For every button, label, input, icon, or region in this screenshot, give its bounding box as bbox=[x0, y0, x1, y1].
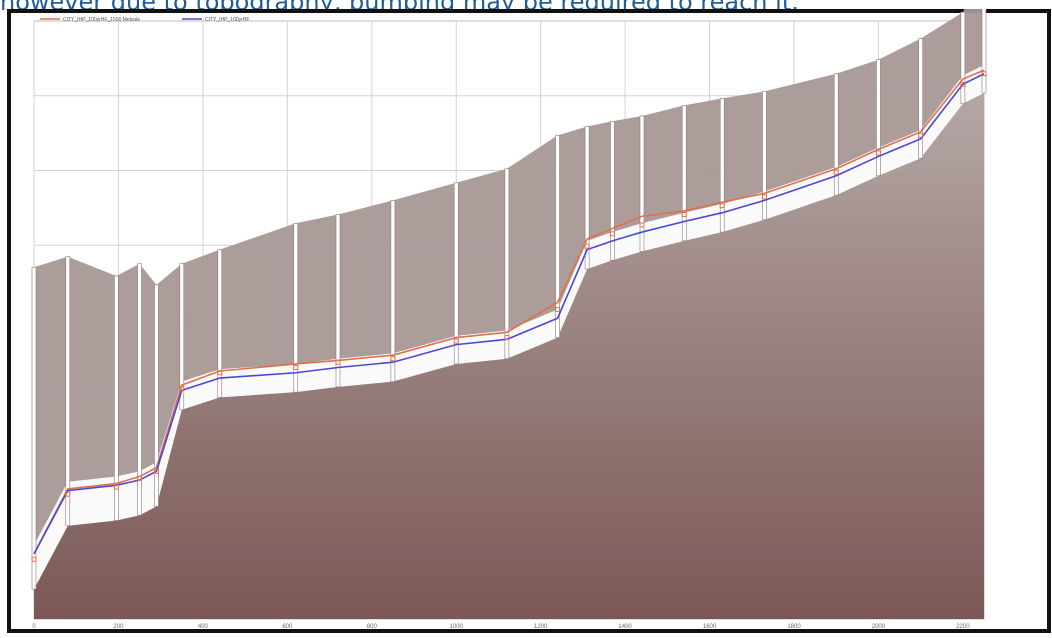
manhole-structure bbox=[719, 98, 725, 233]
structures-layer bbox=[31, 0, 987, 590]
series-1-marker bbox=[960, 81, 966, 87]
manhole-structure bbox=[390, 200, 396, 382]
manhole-structure bbox=[762, 91, 767, 221]
series-1-marker bbox=[293, 364, 299, 370]
series-1-marker bbox=[918, 132, 924, 138]
x-tick-label: 1400 bbox=[618, 624, 632, 630]
series-1-marker bbox=[875, 150, 881, 156]
x-tick-labels: 0 200 400 600 800 1000 1200 1400 1600 1800 2000 220… bbox=[32, 624, 970, 630]
series-line-1 bbox=[33, 69, 985, 555]
series-1-marker bbox=[555, 306, 561, 312]
legend-label-2: CITY_IHP_100yrHF bbox=[205, 17, 249, 23]
manhole-structure bbox=[960, 11, 966, 104]
manhole-structure bbox=[293, 222, 299, 393]
manhole-structure bbox=[555, 135, 560, 338]
x-tick-label: 1800 bbox=[787, 624, 801, 630]
manhole-structure bbox=[335, 214, 341, 388]
manhole-structure bbox=[217, 249, 223, 398]
manhole-structure bbox=[31, 266, 37, 590]
manhole-structure bbox=[584, 126, 590, 270]
legend: CITY_IHP_100yrHF_1500 Melvale CITY_IHP_1… bbox=[40, 17, 249, 23]
x-tick-label: 2200 bbox=[956, 624, 970, 630]
x-tick-label: 1200 bbox=[534, 624, 548, 630]
series-1-marker bbox=[335, 359, 341, 365]
series-1-marker bbox=[217, 370, 223, 376]
series-1-marker bbox=[584, 243, 590, 249]
x-tick-label: 2000 bbox=[872, 624, 886, 630]
ground-lower-fill bbox=[34, 93, 984, 620]
series-1-marker bbox=[137, 475, 143, 481]
series-1-marker bbox=[31, 556, 37, 562]
series-1-marker bbox=[65, 491, 71, 497]
series-1-marker bbox=[981, 71, 987, 77]
long-section-chart: 0 200 400 600 800 1000 1200 1400 1600 1800 2000 220… bbox=[7, 0, 1051, 633]
series-1-marker bbox=[453, 338, 459, 344]
x-tick-label: 400 bbox=[198, 624, 209, 630]
manhole-structure bbox=[137, 263, 142, 516]
manhole-structure bbox=[876, 59, 881, 177]
series-1-marker bbox=[833, 169, 839, 175]
manhole-structure bbox=[833, 73, 839, 196]
manhole-structure bbox=[610, 120, 615, 261]
series-line-2 bbox=[33, 73, 985, 555]
manhole-structure bbox=[504, 168, 510, 359]
series-1-marker bbox=[113, 484, 119, 490]
manhole-structure bbox=[639, 115, 645, 252]
series-1-marker bbox=[153, 468, 159, 474]
series-1-marker bbox=[179, 386, 185, 392]
x-tick-label: 1600 bbox=[703, 624, 717, 630]
legend-label-1: CITY_IHP_100yrHF_1500 Melvale bbox=[63, 17, 140, 23]
manhole-structure bbox=[154, 284, 159, 507]
series-1-marker bbox=[719, 203, 725, 209]
series-lines bbox=[31, 69, 987, 562]
manhole-structure bbox=[453, 182, 459, 365]
series-1-marker bbox=[681, 211, 687, 217]
series-1-marker bbox=[639, 222, 645, 228]
manhole-structure bbox=[65, 256, 71, 527]
x-tick-label: 0 bbox=[32, 624, 36, 630]
series-1-marker bbox=[504, 335, 510, 341]
manhole-structure bbox=[918, 38, 923, 159]
series-1-marker bbox=[390, 356, 396, 362]
x-tick-label: 600 bbox=[282, 624, 293, 630]
series-1-marker bbox=[761, 194, 767, 200]
x-tick-label: 200 bbox=[113, 624, 124, 630]
manhole-structure bbox=[981, 0, 987, 94]
manhole-structure bbox=[114, 275, 119, 521]
series-1-marker bbox=[609, 231, 615, 237]
x-tick-label: 1000 bbox=[450, 624, 464, 630]
x-tick-label: 800 bbox=[367, 624, 378, 630]
manhole-structure bbox=[179, 263, 185, 410]
manhole-structure bbox=[681, 105, 687, 242]
